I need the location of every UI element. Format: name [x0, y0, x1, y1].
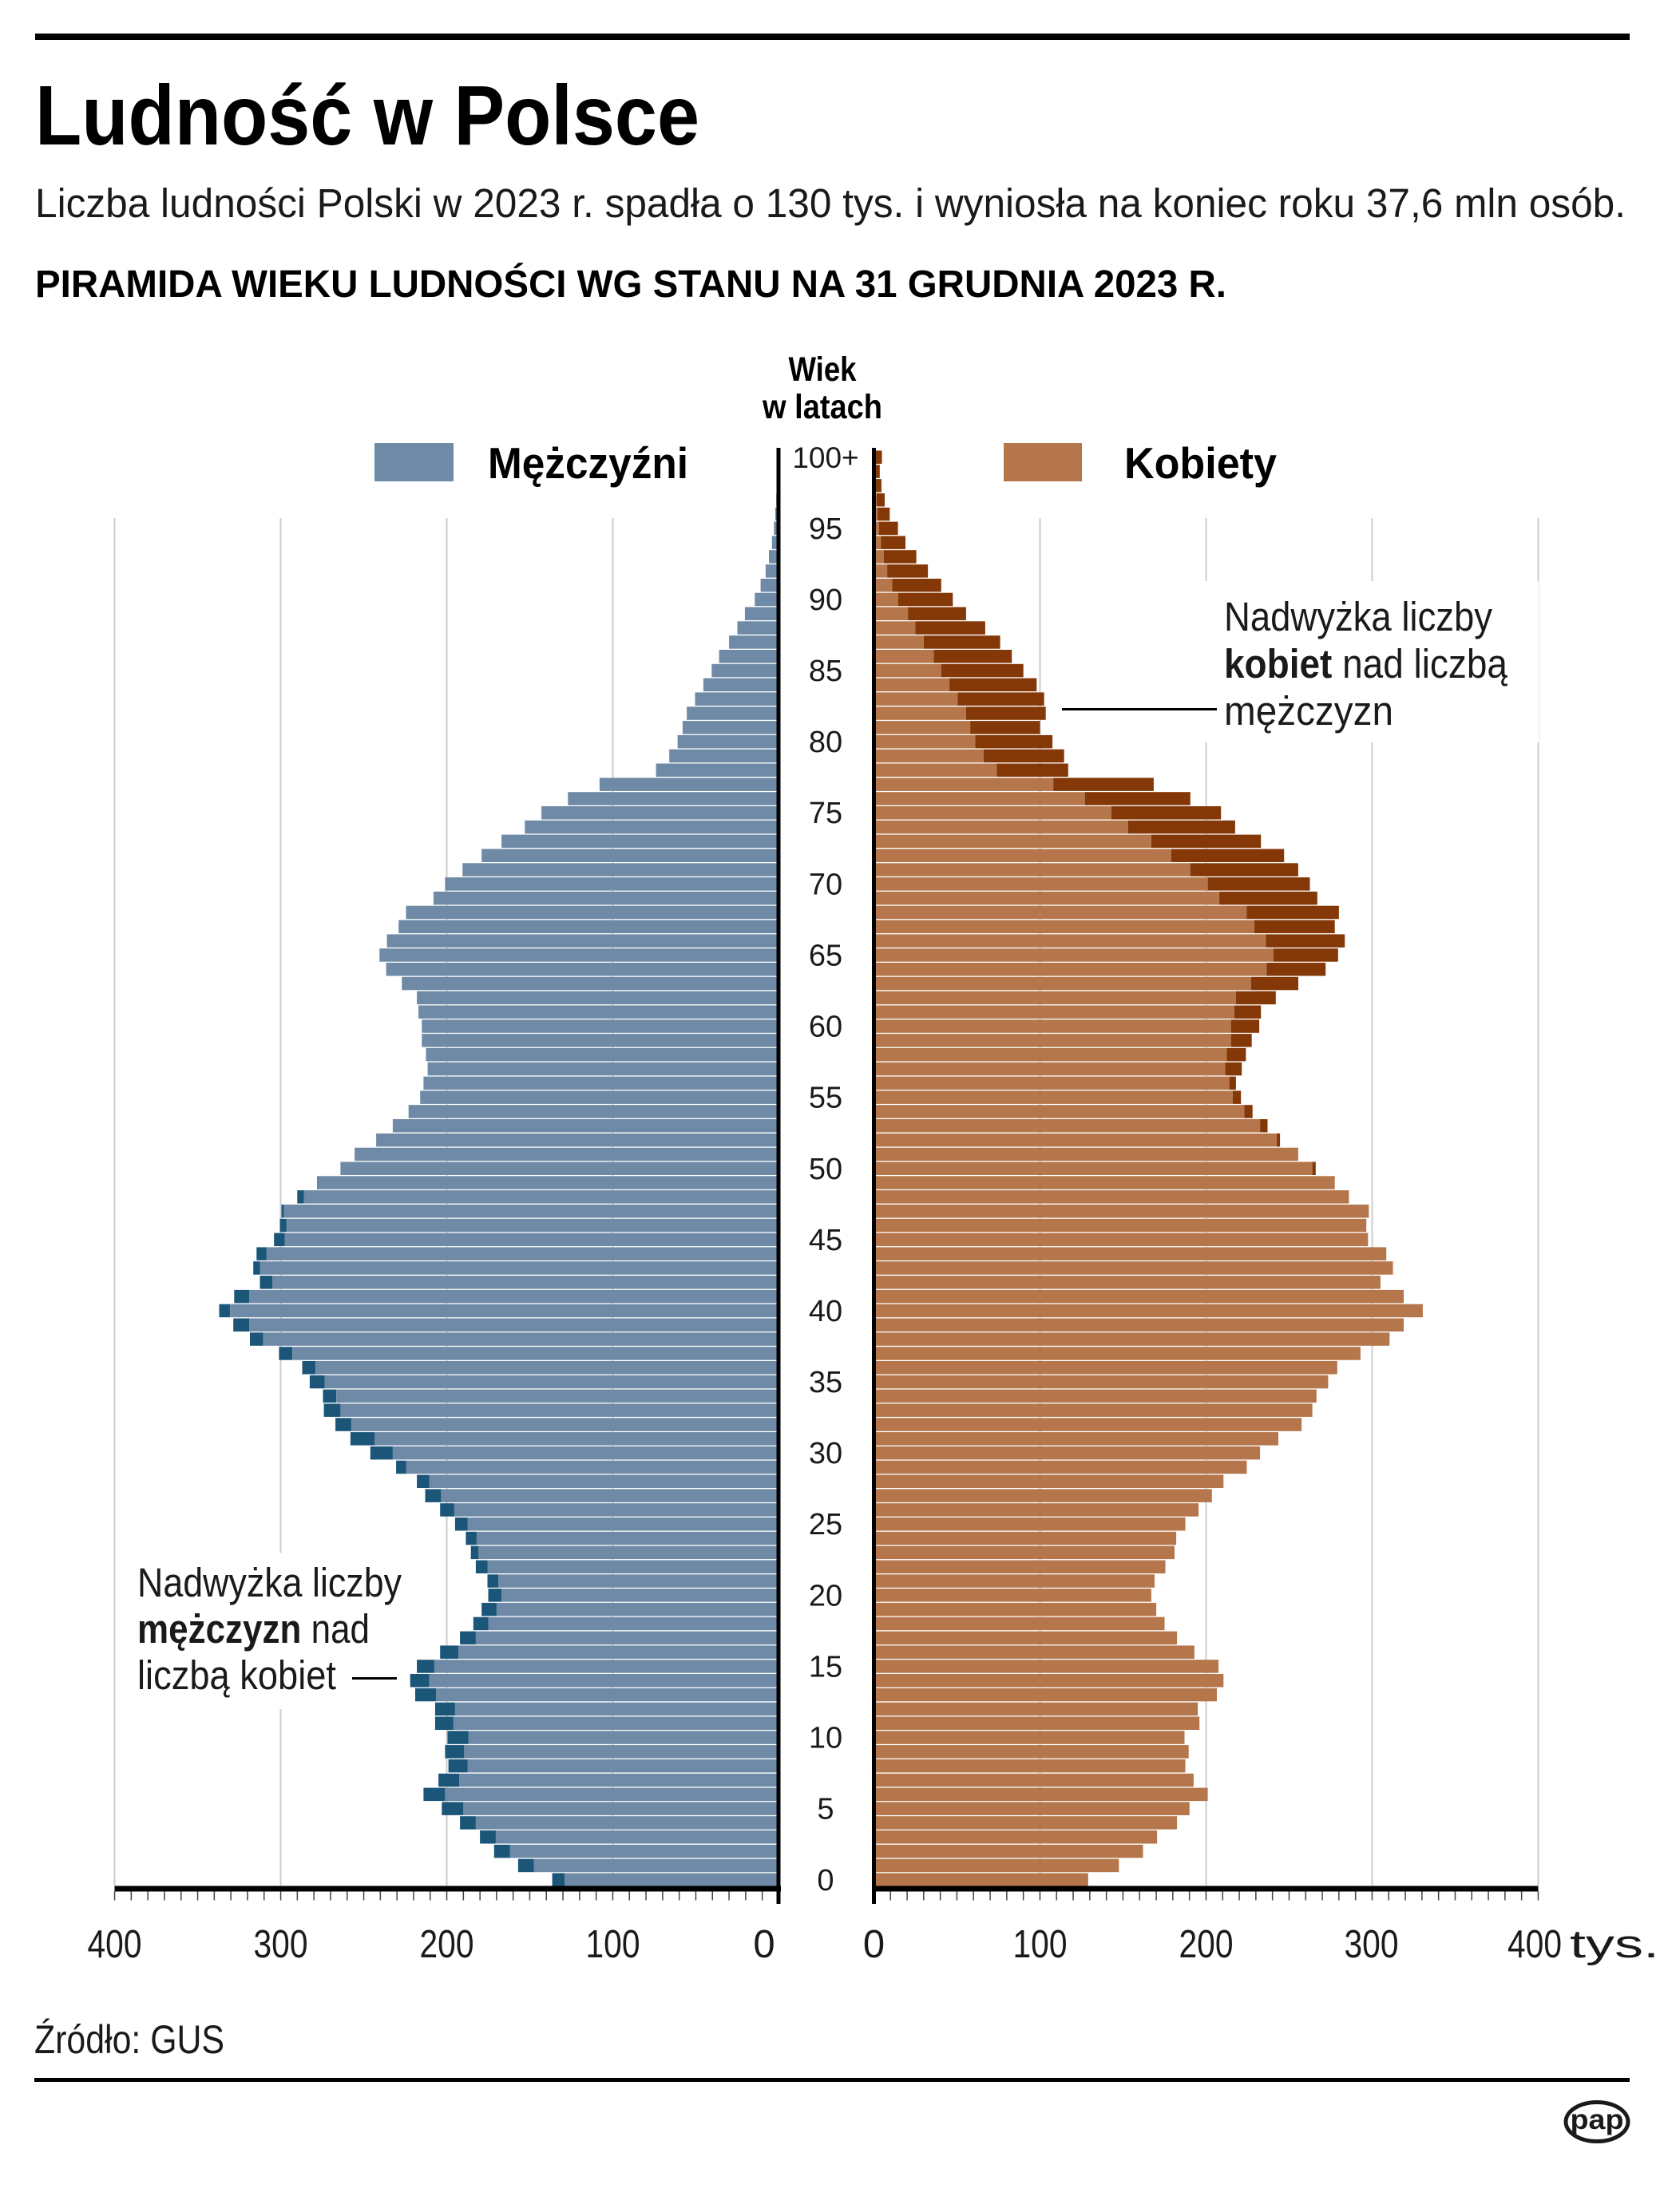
- svg-text:400: 400: [1508, 1923, 1562, 1966]
- svg-text:70: 70: [809, 868, 842, 901]
- svg-text:60: 60: [809, 1011, 842, 1044]
- svg-text:pap: pap: [1571, 2104, 1624, 2135]
- svg-text:400: 400: [88, 1923, 142, 1966]
- svg-text:Nadwyżka liczby: Nadwyżka liczby: [1224, 594, 1492, 639]
- svg-text:40: 40: [809, 1295, 842, 1328]
- svg-text:mężczyzn: mężczyzn: [1224, 688, 1393, 734]
- svg-text:35: 35: [809, 1366, 842, 1399]
- svg-text:15: 15: [809, 1650, 842, 1684]
- svg-text:300: 300: [254, 1923, 308, 1966]
- svg-text:200: 200: [1179, 1923, 1234, 1966]
- svg-text:85: 85: [809, 655, 842, 688]
- svg-text:Nadwyżka liczby: Nadwyżka liczby: [137, 1560, 402, 1605]
- svg-text:Ludność w Polsce: Ludność w Polsce: [35, 69, 699, 163]
- svg-text:w latach: w latach: [762, 388, 882, 426]
- svg-text:100+: 100+: [792, 441, 858, 474]
- svg-text:Wiek: Wiek: [789, 350, 857, 389]
- svg-text:75: 75: [809, 797, 842, 830]
- svg-text:25: 25: [809, 1508, 842, 1541]
- svg-text:Mężczyźni: Mężczyźni: [488, 438, 688, 488]
- svg-text:20: 20: [809, 1579, 842, 1613]
- svg-text:95: 95: [809, 512, 842, 546]
- svg-text:80: 80: [809, 726, 842, 759]
- svg-text:30: 30: [809, 1437, 842, 1470]
- svg-text:0: 0: [817, 1864, 834, 1897]
- svg-text:kobiet nad liczbą: kobiet nad liczbą: [1224, 641, 1508, 687]
- svg-text:PIRAMIDA WIEKU LUDNOŚCI WG STA: PIRAMIDA WIEKU LUDNOŚCI WG STANU NA 31 G…: [35, 262, 1226, 306]
- svg-text:5: 5: [817, 1793, 834, 1826]
- svg-text:0: 0: [753, 1923, 775, 1966]
- svg-text:90: 90: [809, 584, 842, 617]
- svg-text:tys.: tys.: [1570, 1923, 1659, 1966]
- svg-text:100: 100: [586, 1923, 640, 1966]
- svg-text:0: 0: [863, 1923, 885, 1966]
- svg-text:mężczyzn nad: mężczyzn nad: [137, 1606, 370, 1652]
- svg-text:100: 100: [1013, 1923, 1068, 1966]
- svg-text:200: 200: [420, 1923, 474, 1966]
- svg-text:50: 50: [809, 1153, 842, 1186]
- svg-text:10: 10: [809, 1722, 842, 1755]
- svg-text:65: 65: [809, 940, 842, 973]
- svg-text:55: 55: [809, 1082, 842, 1115]
- svg-text:Źródło: GUS: Źródło: GUS: [34, 2017, 224, 2062]
- svg-text:45: 45: [809, 1224, 842, 1257]
- svg-text:Liczba ludności Polski w 2023: Liczba ludności Polski w 2023 r. spadła …: [35, 180, 1626, 226]
- svg-text:Kobiety: Kobiety: [1124, 438, 1277, 488]
- svg-text:liczbą kobiet: liczbą kobiet: [137, 1652, 336, 1698]
- svg-text:300: 300: [1345, 1923, 1399, 1966]
